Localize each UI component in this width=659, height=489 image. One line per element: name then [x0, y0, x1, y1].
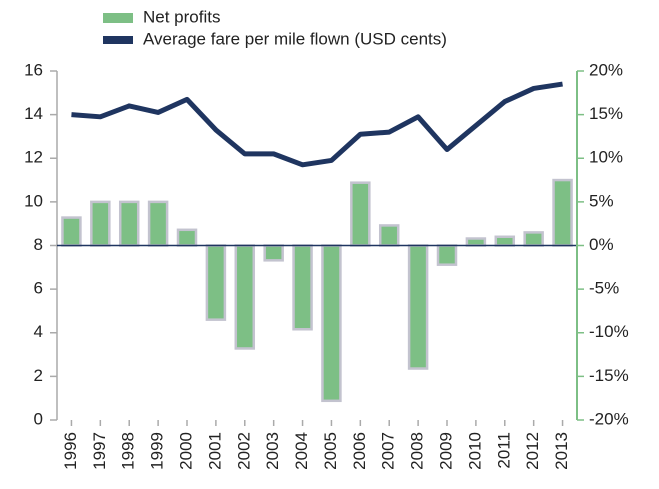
x-tick-label: 2004: [292, 432, 311, 470]
bar: [90, 200, 111, 247]
y-tick-label: 16: [24, 60, 43, 79]
x-tick-label: 2001: [205, 432, 224, 470]
legend-swatch: [103, 36, 133, 44]
bar: [350, 181, 371, 247]
x-tick-label: 2012: [523, 432, 542, 470]
y-tick-label: 14: [24, 104, 43, 123]
x-tick-label: 2000: [176, 432, 195, 470]
x-tick-label: 2006: [350, 432, 369, 470]
x-tick-label: 1999: [148, 432, 167, 470]
y2-tick-label: 10%: [589, 148, 623, 167]
y2-tick-label: -5%: [589, 279, 619, 298]
x-tick-label: 2010: [465, 432, 484, 470]
legend-swatch: [103, 13, 133, 23]
y-tick-label: 2: [34, 366, 43, 385]
x-tick-label: 2003: [263, 432, 282, 470]
y-tick-label: 10: [24, 191, 43, 210]
y-tick-label: 12: [24, 148, 43, 167]
x-tick-label: 2011: [494, 432, 513, 469]
bar: [465, 237, 487, 247]
y2-tick-label: -10%: [589, 322, 629, 341]
bar: [552, 178, 573, 247]
x-tick-label: 2007: [379, 432, 398, 470]
bar: [494, 235, 516, 247]
line: [71, 81, 563, 168]
bar: [263, 244, 284, 262]
y-tick-label: 0: [34, 409, 43, 428]
legend-label: Net profits: [143, 7, 220, 26]
x-tick-label: 2008: [408, 432, 427, 470]
y2-tick-label: 0%: [589, 235, 614, 254]
y2-tick-label: -15%: [589, 366, 629, 385]
bar: [176, 228, 198, 247]
bar: [321, 244, 342, 403]
bar: [378, 224, 400, 247]
bar: [61, 216, 82, 247]
y-tick-label: 6: [34, 279, 43, 298]
bar: [436, 244, 458, 266]
x-tick-label: 1996: [61, 432, 80, 470]
x-tick-label: 1998: [119, 432, 138, 470]
bar: [234, 244, 256, 350]
y2-tick-label: -20%: [589, 409, 629, 428]
legend-label: Average fare per mile flown (USD cents): [143, 29, 447, 48]
bar: [292, 244, 313, 331]
y2-tick-label: 5%: [589, 191, 614, 210]
bar: [407, 244, 429, 370]
x-tick-label: 2005: [321, 432, 340, 470]
bar: [523, 231, 544, 247]
y2-tick-label: 20%: [589, 60, 623, 79]
x-tick-label: 2013: [552, 432, 571, 470]
x-tick-label: 2002: [234, 432, 253, 470]
y-tick-label: 8: [34, 235, 43, 254]
y-tick-label: 4: [34, 322, 43, 341]
x-tick-label: 2009: [436, 432, 455, 470]
bar: [205, 244, 227, 321]
bar: [118, 200, 140, 247]
bar: [147, 200, 169, 247]
x-tick-label: 1997: [90, 432, 109, 470]
y2-tick-label: 15%: [589, 104, 623, 123]
